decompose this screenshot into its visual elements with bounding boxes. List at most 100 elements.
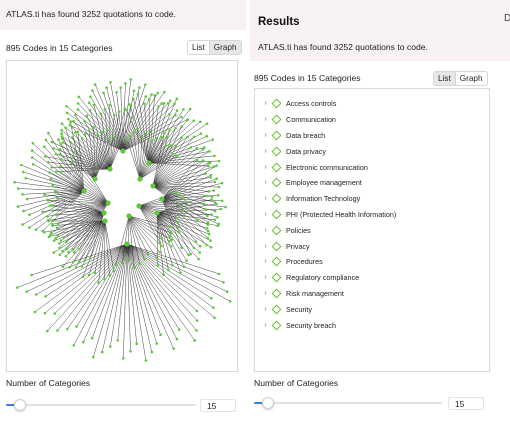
graph-edge xyxy=(126,243,131,352)
graph-view-button[interactable]: Graph xyxy=(454,72,487,85)
code-node xyxy=(75,325,78,328)
graph-edge xyxy=(71,162,109,204)
chevron-right-icon[interactable]: › xyxy=(264,258,267,266)
graph-edge xyxy=(94,220,106,273)
categories-slider[interactable] xyxy=(254,397,442,409)
category-row[interactable]: › Employee management xyxy=(261,175,489,191)
chevron-right-icon[interactable]: › xyxy=(264,195,267,203)
code-node xyxy=(198,244,202,248)
graph-edge xyxy=(29,190,85,228)
slider-thumb[interactable] xyxy=(13,399,26,411)
code-node xyxy=(113,136,116,139)
graph-edge xyxy=(126,243,224,283)
list-view-button[interactable]: List xyxy=(192,43,205,52)
chevron-right-icon[interactable]: › xyxy=(264,210,267,218)
graph-edge xyxy=(152,133,165,187)
graph-edge xyxy=(94,134,99,180)
code-node xyxy=(171,263,174,267)
graph-edge xyxy=(84,134,96,180)
code-node xyxy=(155,342,158,345)
category-row[interactable]: › Privacy xyxy=(261,238,489,254)
graph-edge xyxy=(152,147,198,187)
category-row[interactable]: › Information Technology xyxy=(261,191,489,207)
graph-view-button[interactable]: Graph xyxy=(208,41,241,54)
graph-edge xyxy=(138,198,184,207)
code-node xyxy=(73,149,77,152)
code-node xyxy=(112,113,116,117)
code-node xyxy=(85,114,89,117)
category-row[interactable]: › Electronic communication xyxy=(261,159,489,175)
graph-edge xyxy=(104,220,110,276)
graph-edge xyxy=(161,162,211,200)
graph-edge xyxy=(72,137,96,180)
graph-edge xyxy=(137,129,141,180)
code-node xyxy=(215,164,218,167)
code-node xyxy=(205,194,208,198)
chevron-right-icon[interactable]: › xyxy=(264,116,267,124)
code-node xyxy=(72,251,76,254)
code-node xyxy=(156,264,160,267)
category-row[interactable]: › Security breach xyxy=(261,317,489,333)
chevron-right-icon[interactable]: › xyxy=(264,242,267,250)
chevron-right-icon[interactable]: › xyxy=(264,147,267,155)
graph-edge xyxy=(59,149,96,180)
chevron-right-icon[interactable]: › xyxy=(264,305,267,313)
code-node xyxy=(64,126,67,130)
category-row[interactable]: › Access controls xyxy=(261,96,489,112)
chevron-right-icon[interactable]: › xyxy=(264,226,267,234)
category-node xyxy=(154,210,160,216)
categories-slider[interactable] xyxy=(6,399,196,411)
code-node xyxy=(167,268,170,272)
category-row[interactable]: › Communication xyxy=(261,112,489,128)
number-of-categories-input[interactable]: 15 xyxy=(200,399,236,412)
category-row[interactable]: › Data privacy xyxy=(261,143,489,159)
code-node xyxy=(64,255,68,258)
category-row[interactable]: › Security xyxy=(261,301,489,317)
category-node xyxy=(105,200,111,206)
graph-edge xyxy=(139,133,147,180)
code-node xyxy=(205,122,209,125)
quotations-found-text: ATLAS.ti has found 3252 quotations to co… xyxy=(6,9,176,19)
code-node xyxy=(115,91,118,94)
graph-edge xyxy=(138,205,185,216)
chevron-right-icon[interactable]: › xyxy=(264,131,267,139)
category-row[interactable]: › PHI (Protected Health Information) xyxy=(261,207,489,223)
chevron-right-icon[interactable]: › xyxy=(264,100,267,108)
list-view-button[interactable]: List xyxy=(434,72,455,85)
chevron-right-icon[interactable]: › xyxy=(264,179,267,187)
code-graph[interactable] xyxy=(7,61,237,371)
category-row[interactable]: › Regulatory compliance xyxy=(261,270,489,286)
category-row[interactable]: › Risk management xyxy=(261,286,489,302)
graph-edge xyxy=(122,79,132,152)
number-of-categories-label: Number of Categories xyxy=(6,378,91,388)
code-node xyxy=(54,170,58,174)
code-graph-container[interactable] xyxy=(6,60,238,372)
code-node xyxy=(128,103,131,106)
code-node xyxy=(129,105,133,108)
number-of-categories-input[interactable]: 15 xyxy=(448,397,484,410)
slider-thumb[interactable] xyxy=(261,397,274,409)
graph-edge xyxy=(77,103,124,152)
code-node xyxy=(135,342,138,346)
code-node xyxy=(207,190,211,193)
graph-edge xyxy=(109,111,120,170)
chevron-right-icon[interactable]: › xyxy=(264,274,267,282)
graph-edge xyxy=(139,145,167,180)
graph-edge xyxy=(128,215,160,253)
code-node xyxy=(65,247,68,251)
graph-edge xyxy=(161,174,211,200)
graph-edge xyxy=(58,202,109,225)
code-node xyxy=(197,257,200,261)
graph-edge xyxy=(110,82,124,152)
category-row[interactable]: › Procedures xyxy=(261,254,489,270)
category-node xyxy=(102,218,108,224)
chevron-right-icon[interactable]: › xyxy=(264,321,267,329)
code-node xyxy=(174,145,178,148)
category-row[interactable]: › Policies xyxy=(261,222,489,238)
graph-edge xyxy=(139,136,142,180)
chevron-right-icon[interactable]: › xyxy=(264,289,267,297)
code-node xyxy=(195,309,199,313)
category-row[interactable]: › Data breach xyxy=(261,128,489,144)
code-node xyxy=(77,260,81,263)
chevron-right-icon[interactable]: › xyxy=(264,163,267,171)
